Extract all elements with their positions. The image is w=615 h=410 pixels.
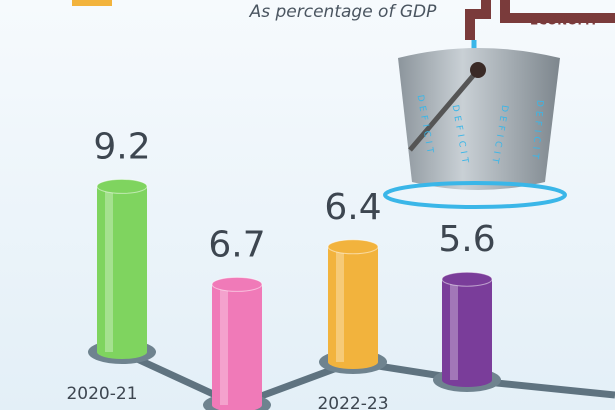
- bar: [96, 178, 148, 359]
- value-label: 6.4: [324, 187, 381, 228]
- subtitle: As percentage of GDP: [249, 2, 437, 22]
- bar: [327, 239, 379, 369]
- bar-body: [212, 284, 262, 410]
- bucket-handle: [408, 68, 480, 152]
- puddle: [383, 181, 567, 209]
- bar-shine: [336, 246, 344, 362]
- x-tick-label: 2020-21: [66, 384, 137, 404]
- bar-top: [327, 239, 379, 255]
- x-tick-label: 2022-23: [317, 394, 388, 410]
- bucket: [398, 48, 560, 190]
- bar-body: [97, 186, 147, 359]
- pipe: [465, 0, 615, 40]
- bar-shine: [450, 279, 458, 380]
- bucket-hole: [470, 62, 486, 78]
- bar-body: [442, 279, 492, 387]
- bar-shine: [105, 186, 113, 352]
- pipe-label: ECONOMY: [530, 14, 598, 28]
- logo: [72, 0, 112, 6]
- bar-body: [328, 246, 378, 369]
- bar-shine: [220, 284, 228, 405]
- value-label: 5.6: [438, 219, 495, 260]
- value-label: 9.2: [93, 126, 150, 167]
- value-label: 6.7: [208, 224, 265, 265]
- bar-top: [441, 271, 493, 287]
- bar: [211, 276, 263, 410]
- bar: [441, 271, 493, 387]
- bar-top: [211, 276, 263, 292]
- bar-top: [96, 178, 148, 194]
